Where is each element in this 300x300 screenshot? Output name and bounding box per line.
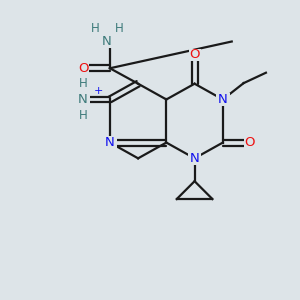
Text: N: N <box>102 35 112 48</box>
Text: N: N <box>105 136 115 149</box>
Text: H: H <box>114 22 123 34</box>
Bar <box>244 136 256 148</box>
Text: H: H <box>79 109 88 122</box>
Bar <box>102 35 118 48</box>
Text: N: N <box>78 93 88 106</box>
Bar <box>77 62 89 74</box>
Text: N: N <box>190 152 200 165</box>
Text: N: N <box>218 93 228 106</box>
Text: O: O <box>78 62 88 75</box>
Text: +: + <box>93 85 103 96</box>
Bar <box>189 49 200 61</box>
Bar <box>216 93 230 106</box>
Text: O: O <box>244 136 255 149</box>
Bar <box>188 152 201 165</box>
Text: H: H <box>79 76 88 90</box>
Text: H: H <box>91 22 99 34</box>
Text: O: O <box>189 48 200 62</box>
Bar <box>103 136 117 149</box>
Bar <box>74 93 90 106</box>
